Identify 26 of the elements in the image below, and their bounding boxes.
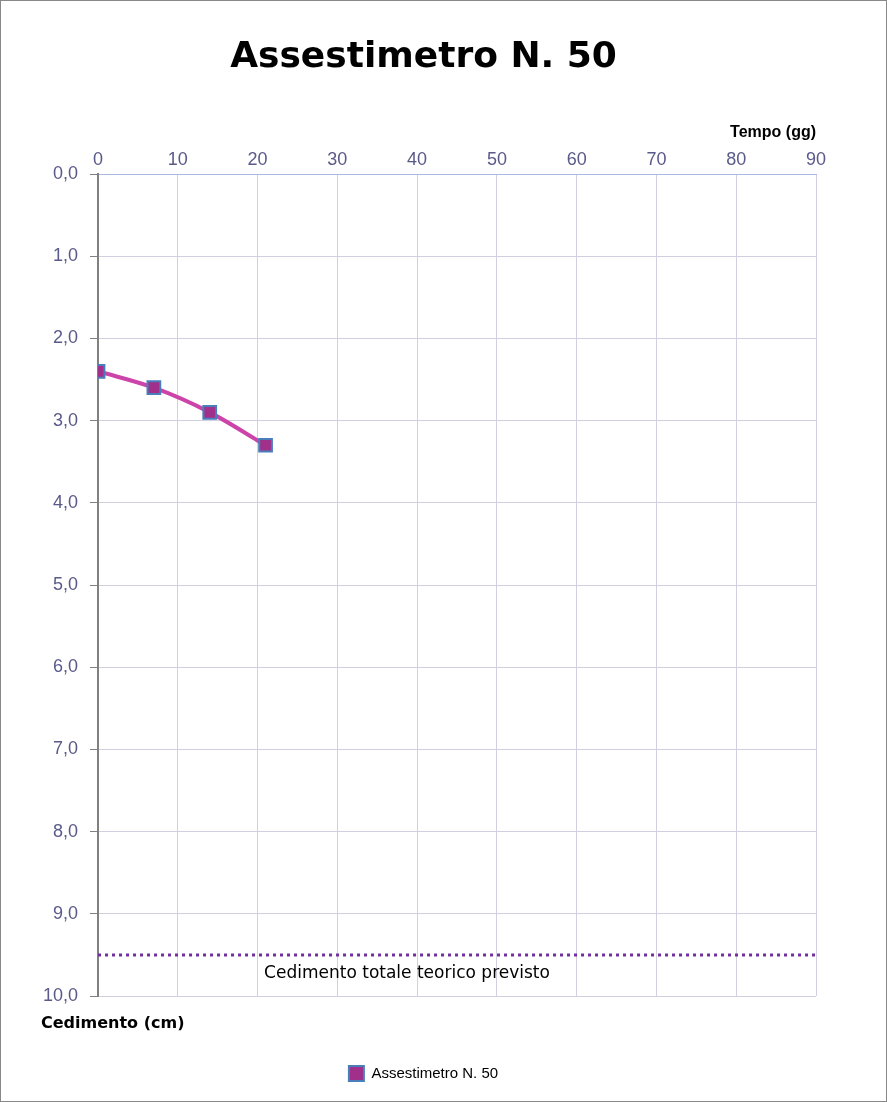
y-tick-label: 7,0 bbox=[53, 738, 79, 759]
y-tick-label: 9,0 bbox=[53, 902, 79, 923]
x-tick-label: 20 bbox=[247, 149, 268, 170]
y-tick-label: 0,0 bbox=[53, 162, 79, 183]
x-tick-label: 40 bbox=[407, 149, 428, 170]
y-tick-label: 3,0 bbox=[53, 409, 79, 430]
legend-label: Assestimetro N. 50 bbox=[371, 1063, 499, 1081]
x-tick-label: 70 bbox=[646, 149, 667, 170]
x-axis-title: Tempo (gg) bbox=[730, 123, 816, 141]
chart-title: Assestimetro N. 50 bbox=[230, 33, 617, 75]
y-tick-label: 2,0 bbox=[53, 327, 79, 348]
x-tick-label: 10 bbox=[167, 149, 188, 170]
x-tick-label: 50 bbox=[486, 149, 507, 170]
x-tick-label: 0 bbox=[93, 149, 104, 170]
ref-line-label: Cedimento totale teorico previsto bbox=[264, 961, 550, 982]
x-tick-label: 60 bbox=[566, 149, 587, 170]
y-tick-label: 8,0 bbox=[53, 820, 79, 841]
y-tick-label: 6,0 bbox=[53, 656, 79, 677]
y-axis-title: Cedimento (cm) bbox=[41, 1013, 185, 1032]
x-tick-label: 80 bbox=[726, 149, 747, 170]
y-tick-label: 10,0 bbox=[42, 984, 79, 1005]
x-tick-label: 30 bbox=[327, 149, 348, 170]
y-tick-label: 5,0 bbox=[53, 573, 79, 594]
x-tick-label: 90 bbox=[805, 149, 827, 170]
y-tick-label: 1,0 bbox=[53, 245, 79, 266]
y-tick-label: 4,0 bbox=[53, 491, 79, 512]
